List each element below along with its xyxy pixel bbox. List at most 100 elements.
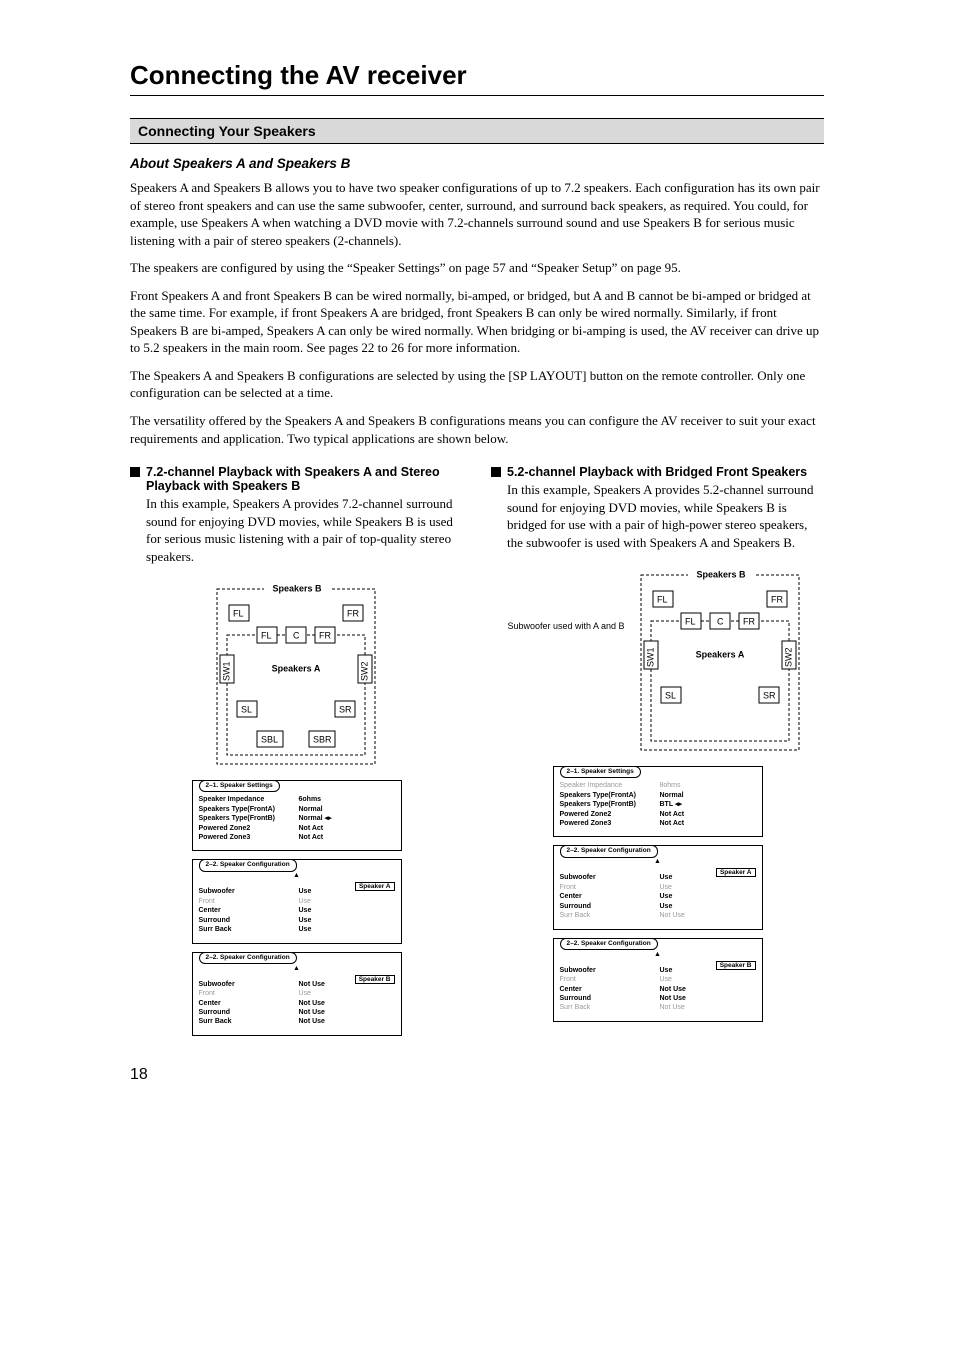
menu-row-value: Use xyxy=(299,916,312,925)
outer-frame-label: Speakers B xyxy=(272,584,322,594)
menu-tab: 2–1. Speaker Settings xyxy=(560,766,641,778)
menu-tab: 2–2. Speaker Configuration xyxy=(560,845,658,857)
menu-row-value: Use xyxy=(299,897,311,906)
menu-tab: 2–2. Speaker Configuration xyxy=(199,952,297,964)
square-bullet-icon xyxy=(491,467,501,477)
menu-row-key: Surr Back xyxy=(199,1017,299,1026)
menu-row: SurroundNot Use xyxy=(199,1008,395,1017)
spk-fr-a: FR xyxy=(319,631,331,641)
body-paragraph: The Speakers A and Speakers B configurat… xyxy=(130,367,824,402)
menu-row: Powered Zone2Not Act xyxy=(560,810,756,819)
menu-row-value: Not Use xyxy=(660,985,686,994)
body-paragraph: The versatility offered by the Speakers … xyxy=(130,412,824,447)
menu-row-value: Not Use xyxy=(660,1003,685,1012)
inner-frame-label: Speakers A xyxy=(695,650,744,660)
arrow-up-icon: ▲ xyxy=(199,965,395,972)
menu-row: FrontUse xyxy=(199,897,395,906)
page-number: 18 xyxy=(130,1066,824,1084)
inner-frame-label: Speakers A xyxy=(272,664,321,674)
menu-row: Surr BackNot Use xyxy=(560,1003,756,1012)
menu-row-key: Speakers Type(FrontA) xyxy=(199,805,299,814)
body-paragraph: Speakers A and Speakers B allows you to … xyxy=(130,179,824,249)
example-left: 7.2-channel Playback with Speakers A and… xyxy=(130,465,463,1036)
menu-row-value: Use xyxy=(660,966,673,975)
menu-speaker-settings: 2–1. Speaker SettingsSpeaker Impedance6o… xyxy=(192,780,402,851)
spk-c: C xyxy=(717,617,724,627)
spk-c: C xyxy=(293,631,300,641)
arrow-up-icon: ▲ xyxy=(199,872,395,879)
menu-speaker-config-a: 2–2. Speaker ConfigurationSpeaker A▲Subw… xyxy=(553,845,763,929)
menu-row: SurroundNot Use xyxy=(560,994,756,1003)
menu-speaker-settings: 2–1. Speaker Settings Speaker Impedance8o… xyxy=(553,766,763,837)
spk-sw2: SW2 xyxy=(359,662,369,682)
menu-row-value: Use xyxy=(299,989,311,998)
menu-badge: Speaker A xyxy=(716,868,756,877)
example-title-text: 7.2-channel Playback with Speakers A and… xyxy=(146,465,463,493)
menu-row-key: Subwoofer xyxy=(199,887,299,896)
outer-frame-label: Speakers B xyxy=(696,570,746,580)
menu-row-value: BTL ◂▸ xyxy=(660,800,682,809)
menu-row-key: Surround xyxy=(560,994,660,1003)
section-heading: Connecting Your Speakers xyxy=(130,118,824,144)
menu-row: FrontUse xyxy=(560,975,756,984)
menu-row-key: Front xyxy=(199,897,299,906)
menu-row: Powered Zone3Not Act xyxy=(199,833,395,842)
menu-row-value: 8ohms xyxy=(660,781,681,790)
menu-speaker-config-a: 2–2. Speaker ConfigurationSpeaker A▲Subw… xyxy=(192,859,402,943)
subwoofer-note: Subwoofer used with A and B xyxy=(507,621,624,633)
menu-row-key: Surround xyxy=(199,916,299,925)
example-title-text: 5.2-channel Playback with Bridged Front … xyxy=(507,465,807,479)
menu-row-key: Subwoofer xyxy=(199,980,299,989)
menu-row-value: Not Use xyxy=(660,994,686,1003)
speaker-diagram-5ch: Subwoofer used with A and B Speakers B F… xyxy=(491,561,824,756)
menu-row: Powered Zone3Not Act xyxy=(560,819,756,828)
menu-row-value: 6ohms xyxy=(299,795,322,804)
menu-row-key: Speaker Impedance xyxy=(560,781,660,790)
menu-row-key: Center xyxy=(199,999,299,1008)
menu-row-key: Center xyxy=(560,892,660,901)
example-body: In this example, Speakers A provides 7.2… xyxy=(146,495,463,565)
menu-row-value: Use xyxy=(660,873,673,882)
menu-row: FrontUse xyxy=(560,883,756,892)
menu-row: CenterUse xyxy=(560,892,756,901)
menu-row-value: Use xyxy=(299,887,312,896)
menu-row-key: Speakers Type(FrontB) xyxy=(199,814,299,823)
menu-row: Speakers Type(FrontB)Normal ◂▸ xyxy=(199,814,395,823)
menu-row: Surr BackUse xyxy=(199,925,395,934)
menu-row-key: Surr Back xyxy=(560,1003,660,1012)
menu-row-value: Not Act xyxy=(299,833,324,842)
example-right: 5.2-channel Playback with Bridged Front … xyxy=(491,465,824,1036)
spk-fl-a: FL xyxy=(261,631,272,641)
menu-row-value: Normal xyxy=(299,805,323,814)
menu-row-value: Not Use xyxy=(299,1008,325,1017)
spk-fl-b: FL xyxy=(233,609,244,619)
square-bullet-icon xyxy=(130,467,140,477)
menu-row-value: Use xyxy=(660,975,672,984)
menu-row-value: Not Act xyxy=(660,819,685,828)
menu-row-key: Front xyxy=(560,883,660,892)
menu-row-key: Center xyxy=(199,906,299,915)
menu-row: Speaker Impedance8ohms xyxy=(560,781,756,790)
menu-row: Speaker Impedance6ohms xyxy=(199,795,395,804)
menu-row-key: Surround xyxy=(560,902,660,911)
menu-row-value: Not Use xyxy=(299,980,325,989)
menu-row-key: Front xyxy=(199,989,299,998)
menu-row-value: Use xyxy=(660,883,672,892)
menu-row-value: Not Use xyxy=(299,1017,325,1026)
menu-row-value: Normal xyxy=(660,791,684,800)
menu-row-value: Use xyxy=(299,925,312,934)
menu-badge: Speaker B xyxy=(355,975,395,984)
menu-speaker-config-b: 2–2. Speaker ConfigurationSpeaker B▲Subw… xyxy=(553,938,763,1022)
menu-row-key: Powered Zone3 xyxy=(560,819,660,828)
spk-sw1: SW1 xyxy=(221,662,231,682)
example-title: 7.2-channel Playback with Speakers A and… xyxy=(130,465,463,493)
spk-fl-b: FL xyxy=(657,595,668,605)
speaker-diagram-7ch: Speakers B FL FR FL C FR SW1 SW2 xyxy=(130,575,463,770)
menu-row-key: Powered Zone2 xyxy=(199,824,299,833)
menu-speaker-config-b: 2–2. Speaker Configuration Speaker B ▲ Subw… xyxy=(192,952,402,1036)
menu-row-key: Front xyxy=(560,975,660,984)
spk-sr: SR xyxy=(339,705,352,715)
menu-row-value: Use xyxy=(660,902,673,911)
menu-row-key: Speakers Type(FrontA) xyxy=(560,791,660,800)
menu-row-key: Subwoofer xyxy=(560,873,660,882)
